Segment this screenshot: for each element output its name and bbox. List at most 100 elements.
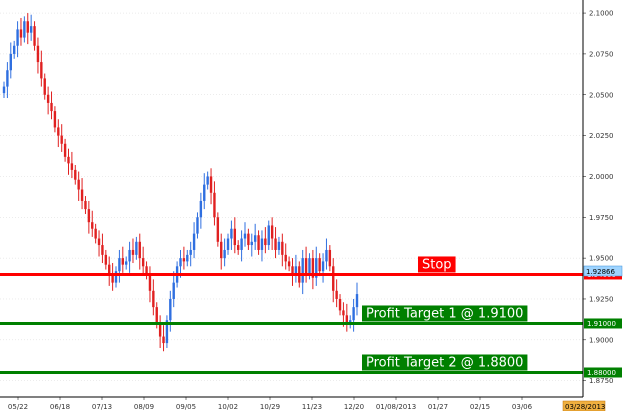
candle-body <box>301 258 304 283</box>
candle-body <box>77 179 80 190</box>
candle-body <box>94 228 97 239</box>
current-price-tag-box <box>583 265 623 277</box>
candle-body <box>29 26 33 33</box>
grid-lines <box>0 12 583 381</box>
candle-body <box>237 245 240 250</box>
candle-body <box>226 238 230 250</box>
y-tick-label: 1.9750 <box>589 214 614 222</box>
candle-body <box>213 192 216 218</box>
candle-body <box>216 217 220 242</box>
level-price-tag-text: 1.91000 <box>587 320 616 328</box>
candle-body <box>291 266 294 275</box>
candle-body <box>67 156 70 164</box>
candle-body <box>270 225 274 239</box>
candle-body <box>165 320 169 344</box>
x-tick-label: 09/05 <box>176 403 196 411</box>
candle-body <box>6 70 9 87</box>
candle-body <box>50 102 53 112</box>
candle-body <box>158 323 162 337</box>
y-tick-label: 1.8750 <box>589 377 614 385</box>
candle-body <box>138 241 141 259</box>
candle-body <box>311 258 315 278</box>
candle-body <box>131 249 135 255</box>
candle-body <box>277 241 281 250</box>
candle-body <box>70 163 74 170</box>
time-axis: 05/22 06/18 07/13 08/09 09/05 10/02 10/29 11/23… <box>8 397 533 411</box>
candle-body <box>12 45 16 54</box>
candle-body <box>304 258 308 275</box>
candle-body <box>19 29 23 38</box>
level-price-tag <box>584 318 622 329</box>
level-label-box <box>362 305 528 322</box>
candle-body <box>284 254 287 262</box>
x-tick-label: 07/13 <box>92 403 112 411</box>
candle-body <box>135 241 138 255</box>
candle-body <box>199 200 203 218</box>
x-tick-label: 01/08/2013 <box>376 403 416 411</box>
y-tick-label: 2.0750 <box>589 50 614 58</box>
candle-body <box>189 249 192 255</box>
candle-body <box>23 21 26 38</box>
candle-body <box>332 266 335 291</box>
candle-body <box>328 249 332 267</box>
candle-body <box>111 274 114 283</box>
candle-body <box>352 307 355 321</box>
candle-body <box>186 254 189 262</box>
candle-body <box>321 261 325 272</box>
candle-body <box>223 249 226 259</box>
x-tick-label: 08/09 <box>134 403 154 411</box>
candle-body <box>141 258 145 267</box>
candle-body <box>342 310 345 316</box>
candle-body <box>104 254 108 265</box>
y-tick-label: 2.0000 <box>589 173 614 181</box>
candle-body <box>338 298 342 311</box>
candle-body <box>294 266 298 275</box>
candle-body <box>162 336 165 344</box>
candle-body <box>287 261 291 267</box>
current-date-tag-box <box>562 400 606 411</box>
candle-body <box>101 245 104 255</box>
x-tick-label: 06/18 <box>50 403 70 411</box>
candle-body <box>108 264 111 275</box>
candle-body <box>264 238 267 246</box>
candle-body <box>46 94 50 103</box>
candle-body <box>240 238 243 250</box>
y-tick-label: 2.0500 <box>589 91 614 99</box>
candle-body <box>80 189 84 201</box>
candle-body <box>192 233 196 250</box>
level-label: Profit Target 1 @ 1.9100 <box>366 306 523 321</box>
candle-body <box>53 111 57 128</box>
candle-body <box>345 315 349 324</box>
candle-body <box>36 45 40 63</box>
candle-body <box>2 86 6 94</box>
candle-body <box>128 249 131 262</box>
x-tick-label: 01/27 <box>428 403 448 411</box>
x-tick-label: 03/06 <box>512 403 533 411</box>
price-axis: 2.1000 2.0750 2.0500 2.0250 2.0000 1.9750 1.95… <box>583 10 614 385</box>
candle-body <box>26 21 29 33</box>
candle-body <box>33 26 36 46</box>
candle-body <box>247 233 250 246</box>
current-date-tag: 03/28/2013 <box>562 400 606 411</box>
candle-body <box>155 307 158 324</box>
candle-body <box>274 238 277 250</box>
candle-body <box>209 176 213 193</box>
candle-body <box>206 176 209 185</box>
candle-body <box>40 62 43 79</box>
candle-body <box>63 143 67 157</box>
candle-body <box>308 258 311 275</box>
x-tick-label: 05/22 <box>8 403 28 411</box>
candle-body <box>281 241 284 255</box>
candle-body <box>179 258 182 267</box>
candle-body <box>182 258 186 262</box>
y-tick-label: 1.9500 <box>589 255 614 263</box>
level-price-tag-text: 1.88000 <box>587 369 616 377</box>
candle-body <box>124 261 128 265</box>
candle-body <box>145 266 148 275</box>
candle-body <box>118 258 121 272</box>
x-tick-label: 12/20 <box>344 403 364 411</box>
x-tick-label: 02/15 <box>470 403 490 411</box>
x-tick-label: 11/23 <box>302 403 322 411</box>
